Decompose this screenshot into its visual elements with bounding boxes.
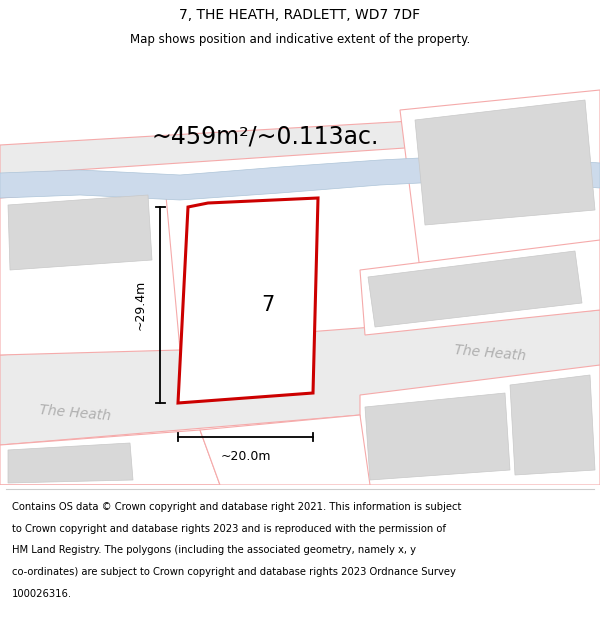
Polygon shape bbox=[8, 443, 133, 483]
Text: ~20.0m: ~20.0m bbox=[220, 451, 271, 464]
Text: 100026316.: 100026316. bbox=[12, 589, 72, 599]
Text: to Crown copyright and database rights 2023 and is reproduced with the permissio: to Crown copyright and database rights 2… bbox=[12, 524, 446, 534]
Text: The Heath: The Heath bbox=[38, 403, 112, 423]
Text: 7, THE HEATH, RADLETT, WD7 7DF: 7, THE HEATH, RADLETT, WD7 7DF bbox=[179, 8, 421, 22]
Text: Map shows position and indicative extent of the property.: Map shows position and indicative extent… bbox=[130, 33, 470, 46]
Polygon shape bbox=[0, 110, 600, 175]
Polygon shape bbox=[0, 485, 240, 545]
Polygon shape bbox=[200, 415, 370, 485]
Polygon shape bbox=[8, 195, 152, 270]
Polygon shape bbox=[365, 393, 510, 480]
Polygon shape bbox=[0, 155, 600, 200]
Text: The Heath: The Heath bbox=[227, 362, 289, 380]
Polygon shape bbox=[360, 365, 600, 485]
Text: ~29.4m: ~29.4m bbox=[133, 280, 146, 330]
Polygon shape bbox=[400, 90, 600, 270]
Polygon shape bbox=[415, 100, 595, 225]
Text: 7: 7 bbox=[262, 295, 275, 315]
Text: ~459m²/~0.113ac.: ~459m²/~0.113ac. bbox=[151, 125, 379, 149]
Polygon shape bbox=[0, 185, 180, 355]
Text: Contains OS data © Crown copyright and database right 2021. This information is : Contains OS data © Crown copyright and d… bbox=[12, 502, 461, 512]
Polygon shape bbox=[0, 310, 600, 445]
Polygon shape bbox=[360, 240, 600, 335]
Polygon shape bbox=[178, 198, 318, 403]
Text: co-ordinates) are subject to Crown copyright and database rights 2023 Ordnance S: co-ordinates) are subject to Crown copyr… bbox=[12, 567, 456, 577]
Polygon shape bbox=[368, 251, 582, 327]
Polygon shape bbox=[510, 375, 595, 475]
Polygon shape bbox=[0, 430, 220, 485]
Text: HM Land Registry. The polygons (including the associated geometry, namely x, y: HM Land Registry. The polygons (includin… bbox=[12, 545, 416, 555]
Text: The Heath: The Heath bbox=[454, 343, 526, 363]
